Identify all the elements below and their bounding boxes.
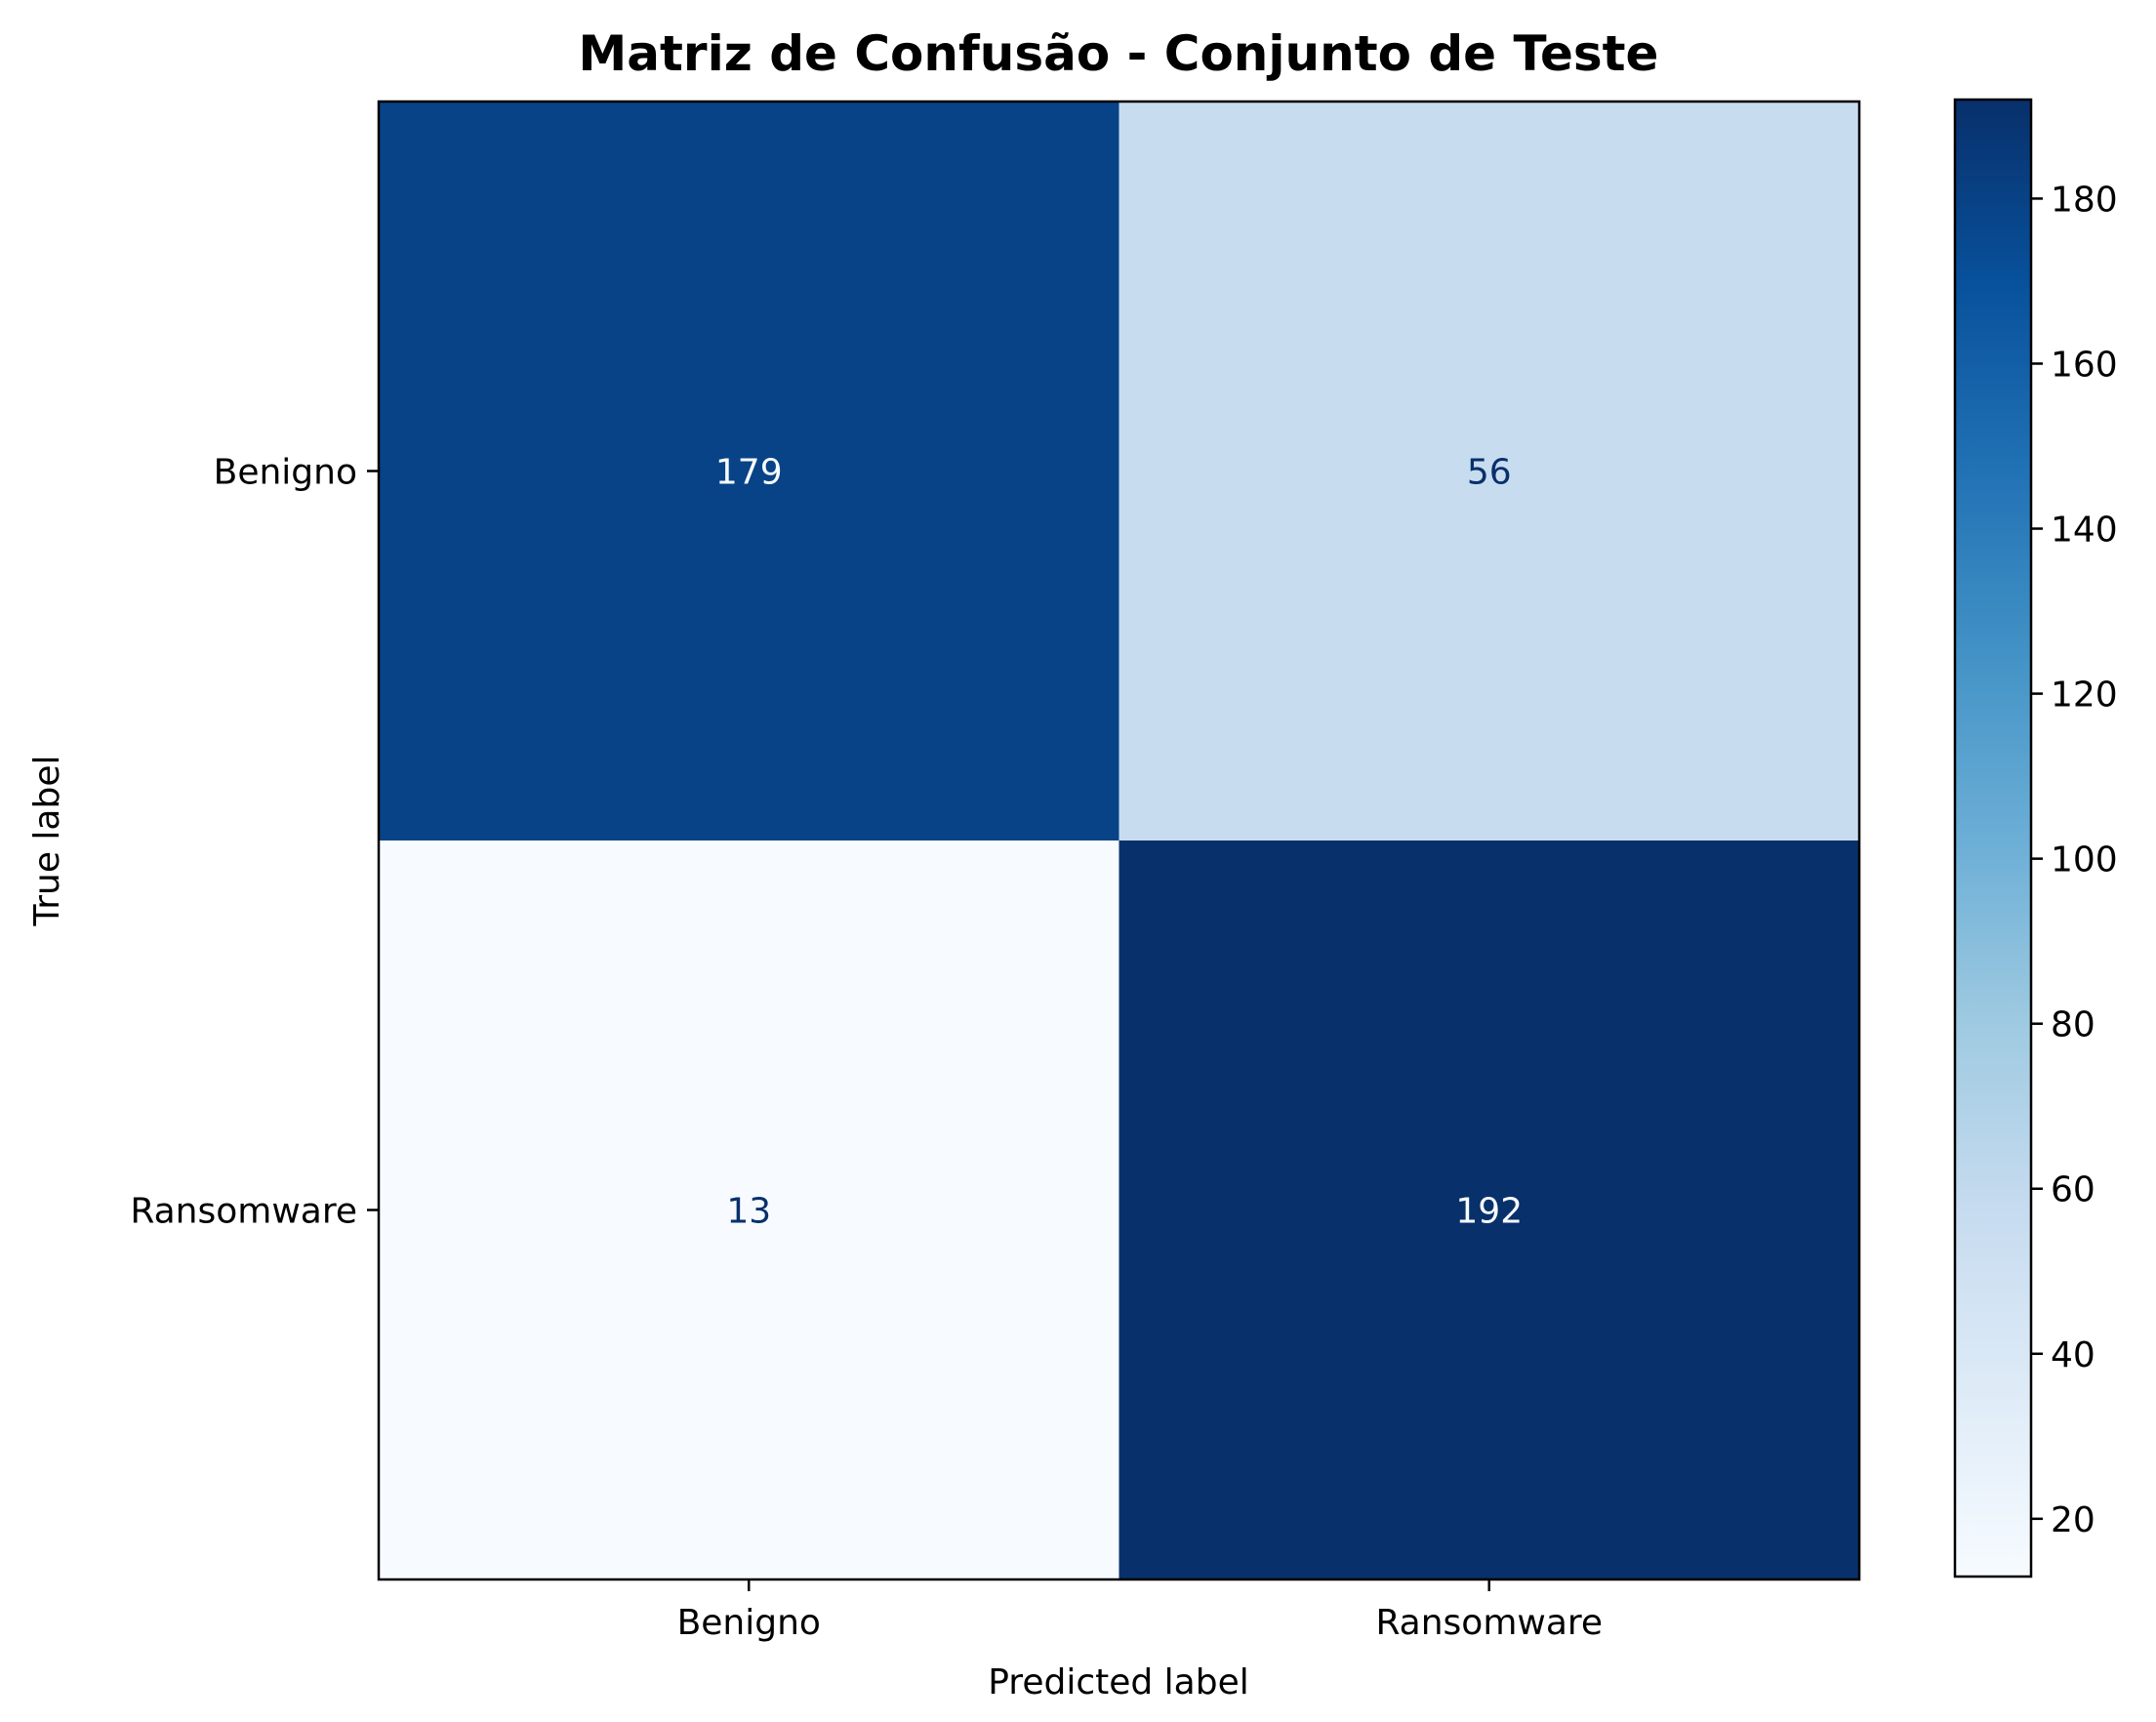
colorbar-tick-label-5: 120 bbox=[2051, 676, 2118, 716]
cell-1-0 bbox=[379, 840, 1119, 1580]
y-axis-label: True label bbox=[27, 756, 67, 927]
chart-title: Matriz de Confusão - Conjunto de Teste bbox=[579, 25, 1659, 82]
cell-label-1-1: 192 bbox=[1455, 1192, 1523, 1232]
heatmap-cells bbox=[379, 102, 1860, 1580]
y-axis-ticks: Benigno Ransomware bbox=[130, 453, 379, 1232]
colorbar-ticks: 20 40 60 80 100 120 140 160 180 bbox=[2031, 180, 2118, 1540]
x-tick-label-1: Ransomware bbox=[1375, 1603, 1603, 1643]
colorbar-tick-label-6: 140 bbox=[2051, 511, 2118, 551]
colorbar bbox=[1953, 98, 2033, 1578]
cell-label-1-0: 13 bbox=[726, 1192, 771, 1232]
colorbar-tick-label-3: 80 bbox=[2051, 1005, 2095, 1046]
plot-frame bbox=[377, 100, 1861, 1581]
x-tick-label-0: Benigno bbox=[677, 1603, 821, 1643]
colorbar-tick-label-4: 100 bbox=[2051, 840, 2118, 881]
y-tick-label-0: Benigno bbox=[214, 453, 357, 493]
colorbar-tick-label-2: 60 bbox=[2051, 1170, 2095, 1210]
x-axis-label: Predicted label bbox=[988, 1662, 1249, 1702]
cell-1-1 bbox=[1119, 840, 1860, 1580]
colorbar-tick-label-1: 40 bbox=[2051, 1335, 2095, 1375]
colorbar-tick-label-7: 160 bbox=[2051, 345, 2118, 385]
cell-0-1 bbox=[1119, 102, 1860, 841]
heatmap-cell-labels: 179 56 13 192 bbox=[715, 453, 1523, 1232]
cell-label-0-0: 179 bbox=[715, 453, 783, 493]
x-axis-ticks: Benigno Ransomware bbox=[677, 1579, 1603, 1643]
cell-0-0 bbox=[379, 102, 1119, 841]
colorbar-tick-label-0: 20 bbox=[2051, 1500, 2095, 1540]
cell-label-0-1: 56 bbox=[1467, 453, 1512, 493]
y-tick-label-1: Ransomware bbox=[130, 1192, 357, 1232]
colorbar-tick-label-8: 180 bbox=[2051, 180, 2118, 220]
